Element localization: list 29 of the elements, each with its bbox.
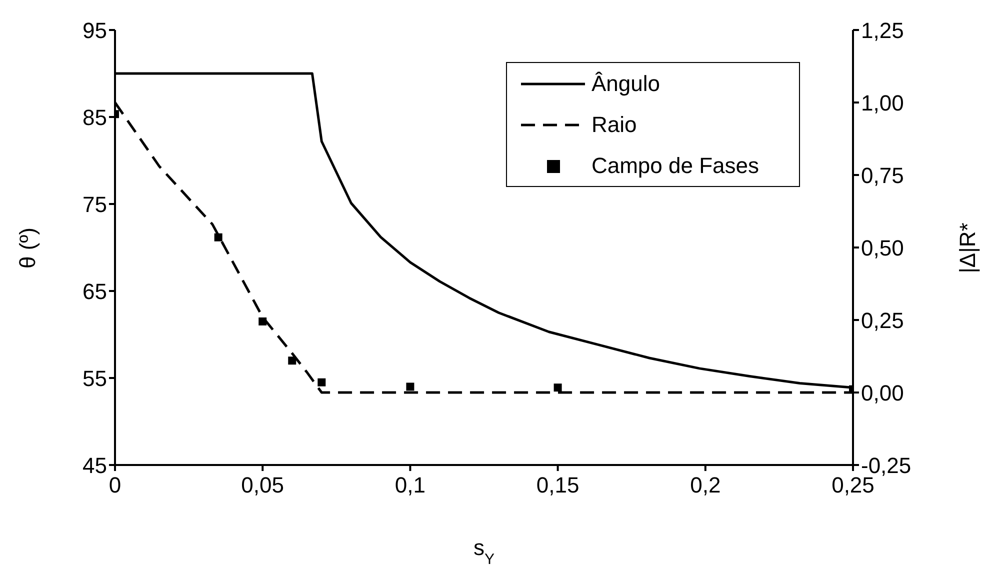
y-tick-label: 55 xyxy=(82,366,107,391)
legend-label: Raio xyxy=(591,112,637,138)
y-tick-label: 65 xyxy=(82,278,107,304)
point xyxy=(258,317,267,326)
x-tick-label: 0,2 xyxy=(690,472,721,498)
point xyxy=(554,384,562,392)
point xyxy=(318,378,326,386)
y2-tick-label: 1,25 xyxy=(861,18,904,43)
y-tick-label: 75 xyxy=(82,192,107,217)
legend-label: Campo de Fases xyxy=(591,152,759,178)
y-axis-title: θ (º) xyxy=(15,227,40,269)
legend-label: Ângulo xyxy=(591,70,660,96)
y-tick-label: 95 xyxy=(82,18,107,43)
point xyxy=(288,356,296,365)
y2-tick-label: 0,25 xyxy=(861,308,904,333)
y2-tick-label: 0,75 xyxy=(861,162,904,188)
y2-tick-label: 0,00 xyxy=(861,380,904,406)
point xyxy=(406,382,414,391)
y2-axis-title: |Δ|R* xyxy=(955,222,980,274)
x-tick-label: 0,15 xyxy=(536,472,580,498)
x-tick-label: 0 xyxy=(108,472,122,498)
y2-tick-label: 1,00 xyxy=(861,90,904,116)
y-tick-label: 45 xyxy=(82,452,107,478)
y2-tick-label: 0,50 xyxy=(861,235,904,260)
x-axis-title: s$_{Y}$ xyxy=(473,535,495,565)
y-tick-label: 85 xyxy=(82,104,107,130)
point xyxy=(214,233,222,242)
x-tick-label: 0,1 xyxy=(394,472,426,498)
x-tick-label: 0,05 xyxy=(241,472,284,498)
